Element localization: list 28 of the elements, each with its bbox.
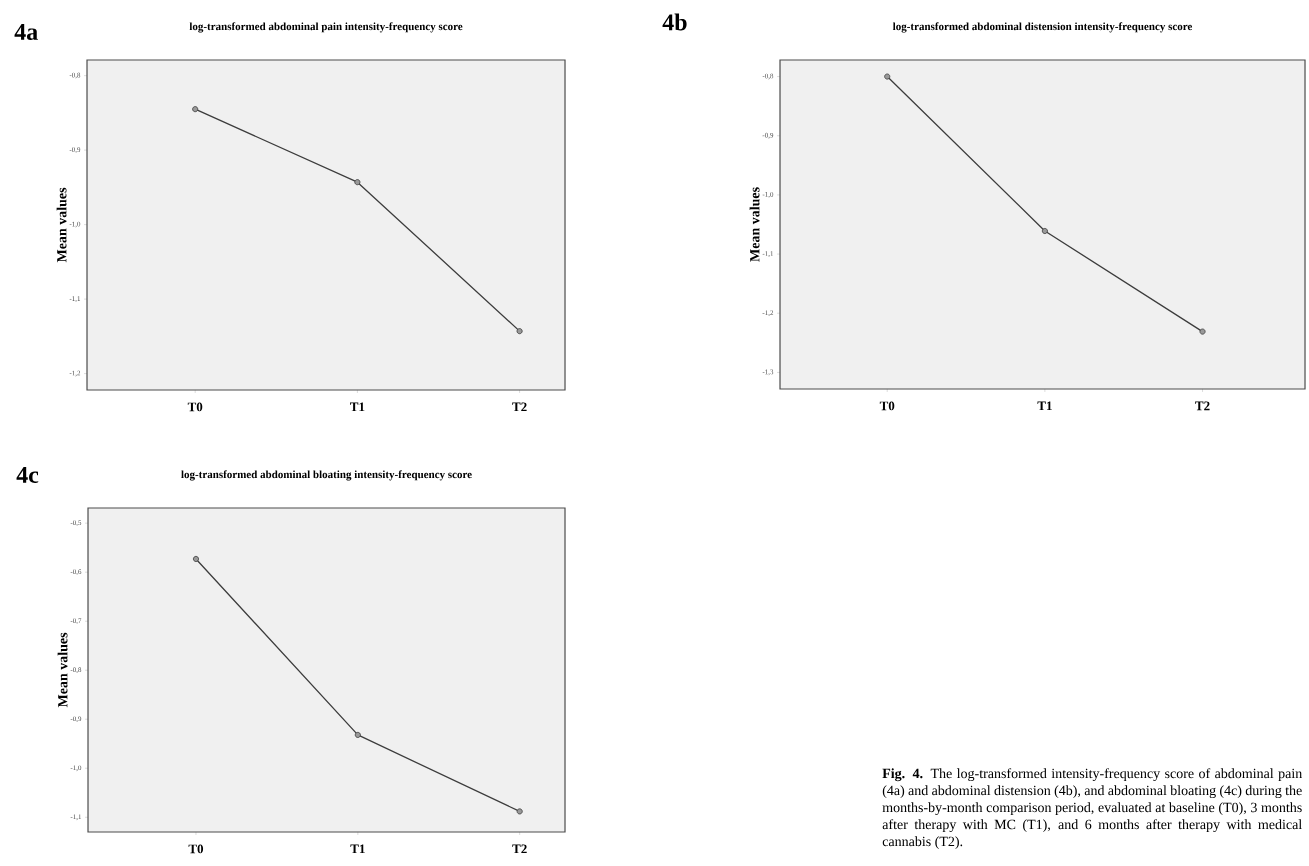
x-tick-label: T2 bbox=[512, 844, 527, 854]
chart-title: log-transformed abdominal distension intensity-frequency score bbox=[892, 22, 1193, 33]
x-tick-label: T1 bbox=[350, 402, 365, 412]
text: 4c bbox=[16, 466, 39, 483]
x-tick-label: T1 bbox=[350, 844, 365, 854]
x-tick-label: T0 bbox=[188, 844, 204, 854]
point bbox=[192, 555, 199, 562]
y-axis-title: Mean values bbox=[57, 632, 68, 708]
x-tick-label: T1 bbox=[1037, 401, 1052, 411]
point bbox=[516, 808, 523, 815]
y-axis-title: Mean values bbox=[749, 187, 760, 262]
x-tick-label: T2 bbox=[512, 402, 527, 412]
point bbox=[884, 73, 891, 80]
chart-title: log-transformed abdominal bloating intensity-frequency score bbox=[181, 470, 472, 481]
point bbox=[516, 328, 523, 335]
chart-title: log-transformed abdominal pain intensity-frequency score bbox=[189, 22, 463, 33]
text: Fig. 4. The log-transformed intensity-frequency score of abdominal pain (4a) and abdominal distension (4b), and abdominal bloating (4c) during the months-by-month comparison period, evaluated at baseline (T0), 3 months after therapy with MC (T1), and 6 months after therapy with medical cannabis (T2). bbox=[882, 768, 1303, 850]
x-tick-label: T0 bbox=[879, 401, 895, 411]
point bbox=[192, 106, 199, 113]
x-tick-label: T0 bbox=[187, 402, 203, 412]
point bbox=[354, 731, 361, 738]
point bbox=[1041, 227, 1048, 234]
point bbox=[1199, 328, 1206, 335]
text: 4a bbox=[14, 23, 38, 40]
text: 4b bbox=[662, 13, 687, 31]
point bbox=[354, 179, 361, 186]
y-axis-title: Mean values bbox=[56, 187, 67, 263]
x-tick-label: T2 bbox=[1195, 401, 1210, 411]
